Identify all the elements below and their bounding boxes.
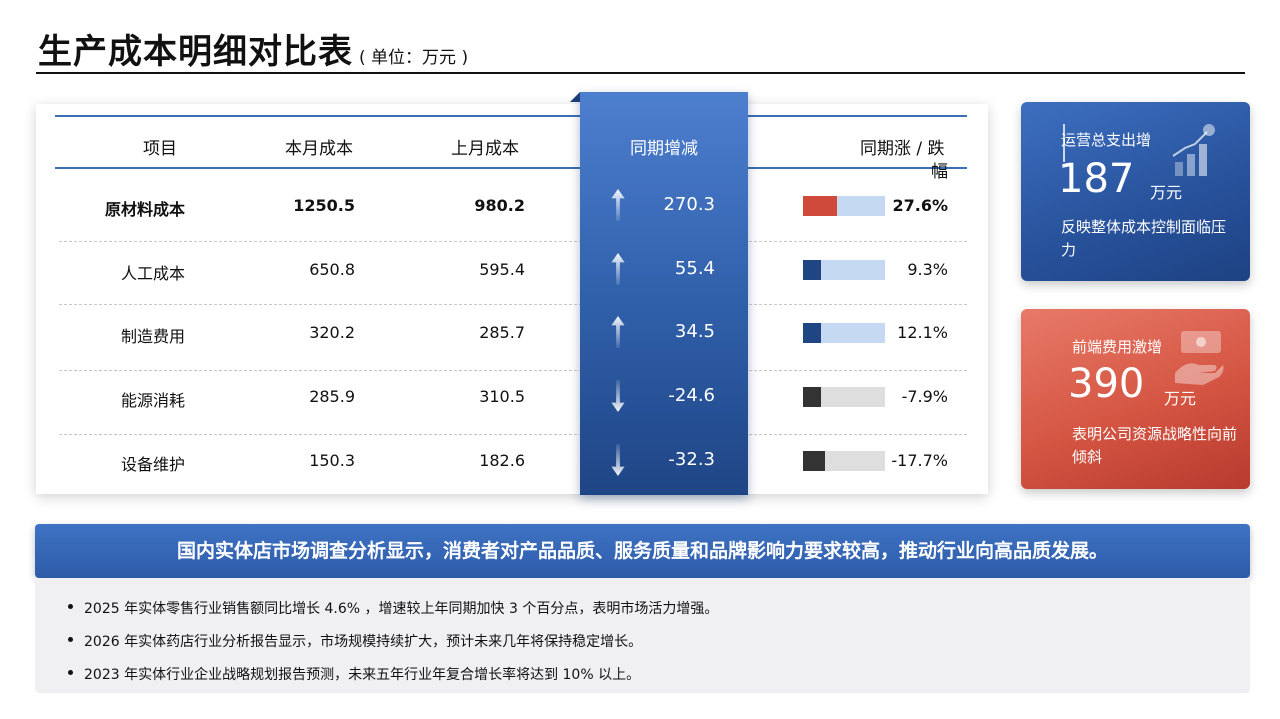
cell-previous-cost: 285.7 bbox=[479, 323, 525, 342]
growth-chart-icon bbox=[1172, 124, 1215, 176]
header-current-month: 本月成本 bbox=[285, 139, 353, 159]
percent-bar-fill bbox=[803, 196, 837, 216]
card-label: 运营总支出增 bbox=[1061, 131, 1152, 149]
header-yoy-percent-wrap: 幅 bbox=[931, 162, 948, 182]
cell-item: 制造费用 bbox=[120, 327, 185, 346]
percent-bar-fill bbox=[803, 323, 821, 343]
percent-bar-fill bbox=[803, 387, 821, 407]
cell-current-cost: 150.3 bbox=[309, 451, 355, 470]
percent-bar-fill bbox=[803, 451, 825, 471]
note-item: 2026 年实体药店行业分析报告显示，市场规模持续扩大，预计未来几年将保持稳定增… bbox=[84, 634, 643, 650]
table-header-bottom-rule bbox=[55, 167, 967, 169]
title-divider bbox=[36, 72, 1245, 74]
cell-yoy-percent: 9.3% bbox=[907, 260, 948, 279]
summary-banner-text: 国内实体店市场调查分析显示，消费者对产品品质、服务质量和品牌影响力要求较高，推动… bbox=[176, 540, 1108, 562]
percent-bar bbox=[803, 323, 885, 343]
cell-previous-cost: 980.2 bbox=[474, 196, 525, 215]
cell-previous-cost: 182.6 bbox=[479, 451, 525, 470]
percent-bar bbox=[803, 260, 885, 280]
cell-item: 能源消耗 bbox=[120, 391, 185, 410]
percent-bar bbox=[803, 387, 885, 407]
note-item: 2025 年实体零售行业销售额同比增长 4.6% ，增速较上年同期加快 3 个百… bbox=[84, 601, 719, 617]
kpi-card-operating-expense: 运营总支出增 187 万元 反映整体成本控制面临压力 bbox=[1021, 102, 1250, 281]
arrow-down-icon bbox=[611, 380, 625, 412]
cell-current-cost: 650.8 bbox=[309, 260, 355, 279]
notes-panel bbox=[35, 578, 1250, 693]
arrow-up-icon bbox=[611, 253, 625, 285]
card-unit: 万元 bbox=[1150, 183, 1183, 202]
row-divider bbox=[59, 241, 967, 242]
cost-table-card bbox=[36, 104, 988, 494]
cell-current-cost: 1250.5 bbox=[293, 196, 355, 215]
arrow-up-icon bbox=[611, 189, 625, 221]
row-divider bbox=[59, 304, 967, 305]
card-accent-line bbox=[1063, 124, 1065, 162]
note-item: 2023 年实体行业企业战略规划报告预测，未来五年行业年复合增长率将达到 10%… bbox=[84, 667, 641, 683]
cell-previous-cost: 595.4 bbox=[479, 260, 525, 279]
header-item: 项目 bbox=[143, 139, 177, 159]
card-unit: 万元 bbox=[1164, 389, 1197, 408]
card-value: 187 bbox=[1058, 156, 1135, 202]
arrow-down-icon bbox=[611, 444, 625, 476]
card-value: 390 bbox=[1068, 361, 1145, 407]
page-title: 生产成本明细对比表 bbox=[38, 32, 353, 72]
cell-yoy-percent: -7.9% bbox=[901, 387, 948, 406]
page-header: 生产成本明细对比表 ( 单位：万元 ) bbox=[38, 24, 468, 73]
page-subtitle: ( 单位：万元 ) bbox=[359, 48, 469, 68]
arrow-up-icon bbox=[611, 316, 625, 348]
table-header-top-rule bbox=[55, 115, 967, 117]
bullet-icon bbox=[68, 604, 73, 609]
percent-bar bbox=[803, 451, 885, 471]
cell-yoy-change: -32.3 bbox=[668, 449, 715, 470]
cell-yoy-change: 55.4 bbox=[674, 258, 715, 279]
highlight-column bbox=[580, 92, 748, 495]
card-label: 前端费用激增 bbox=[1072, 338, 1163, 356]
cell-current-cost: 285.9 bbox=[309, 387, 355, 406]
bullet-icon bbox=[68, 637, 73, 642]
card-description: 反映整体成本控制面临压力 bbox=[1061, 218, 1227, 259]
cell-yoy-percent: -17.7% bbox=[891, 451, 948, 470]
cell-current-cost: 320.2 bbox=[309, 323, 355, 342]
card-description: 表明公司资源战略性向前倾斜 bbox=[1072, 425, 1238, 466]
cell-yoy-percent: 12.1% bbox=[897, 323, 948, 342]
bullet-icon bbox=[68, 670, 73, 675]
money-hand-icon bbox=[1175, 331, 1224, 385]
row-divider bbox=[59, 370, 967, 371]
header-yoy-change: 同期增减 bbox=[630, 139, 698, 159]
header-yoy-percent: 同期涨 / 跌 bbox=[860, 139, 945, 159]
kpi-card-frontend-expense: 前端费用激增 390 万元 表明公司资源战略性向前倾斜 bbox=[1021, 309, 1250, 489]
cell-yoy-change: -24.6 bbox=[668, 385, 715, 406]
cell-item: 原材料成本 bbox=[104, 200, 185, 219]
percent-bar-fill bbox=[803, 260, 821, 280]
cell-previous-cost: 310.5 bbox=[479, 387, 525, 406]
highlight-column-notch bbox=[570, 92, 580, 102]
row-divider bbox=[59, 434, 967, 435]
cell-item: 人工成本 bbox=[120, 264, 185, 283]
cell-yoy-percent: 27.6% bbox=[892, 196, 948, 215]
header-previous-month: 上月成本 bbox=[451, 139, 519, 159]
percent-bar bbox=[803, 196, 885, 216]
cell-item: 设备维护 bbox=[120, 455, 185, 474]
summary-banner: 国内实体店市场调查分析显示，消费者对产品品质、服务质量和品牌影响力要求较高，推动… bbox=[35, 524, 1250, 578]
cell-yoy-change: 34.5 bbox=[674, 321, 715, 342]
cell-yoy-change: 270.3 bbox=[663, 194, 715, 215]
